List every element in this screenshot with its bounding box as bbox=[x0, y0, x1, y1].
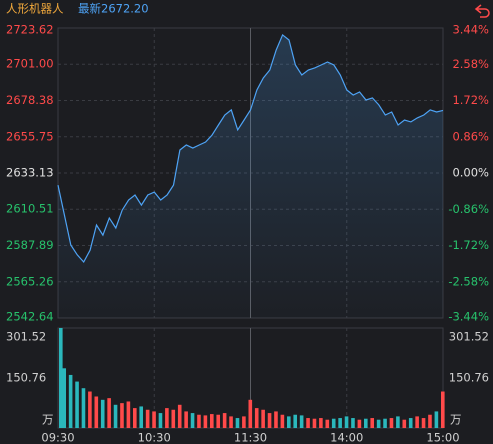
volume-unit: 万 bbox=[450, 413, 462, 427]
volume-bar bbox=[389, 418, 394, 428]
volume-bar bbox=[383, 418, 387, 428]
y2-tick-label: -1.72% bbox=[448, 238, 489, 252]
volume-bar bbox=[75, 381, 79, 428]
latest-price: 最新2672.20 bbox=[78, 2, 149, 16]
volume-bar bbox=[415, 416, 419, 428]
volume-bar bbox=[434, 411, 439, 428]
volume-bar bbox=[312, 418, 317, 428]
chart-title: 人形机器人 bbox=[6, 2, 64, 16]
y2-tick-label: 0.86% bbox=[452, 129, 489, 143]
volume-bar bbox=[158, 413, 163, 428]
volume-bar bbox=[81, 388, 86, 428]
volume-bar bbox=[210, 414, 214, 428]
volume-tick-label: 301.52 bbox=[6, 330, 46, 344]
volume-bar bbox=[100, 399, 105, 428]
y2-tick-label: 2.58% bbox=[452, 57, 489, 71]
volume-bar bbox=[171, 409, 176, 428]
volume-bar bbox=[145, 409, 150, 428]
volume-bar bbox=[344, 416, 349, 428]
volume-bar bbox=[62, 368, 67, 428]
volume-bar bbox=[319, 418, 323, 428]
volume-bar bbox=[364, 418, 368, 428]
volume-tick-label: 301.52 bbox=[449, 330, 489, 344]
volume-bar bbox=[351, 418, 355, 428]
volume-bar bbox=[280, 414, 285, 428]
price-line bbox=[57, 33, 444, 264]
y-tick-label: 2542.64 bbox=[6, 310, 54, 324]
x-tick-label: 14:00 bbox=[330, 431, 363, 444]
volume-bar bbox=[113, 404, 118, 428]
volume-bar bbox=[59, 328, 63, 428]
y2-tick-label: -0.86% bbox=[448, 202, 489, 216]
volume-bar bbox=[229, 416, 233, 428]
volume-bar bbox=[94, 396, 99, 428]
volume-tick-label: 150.76 bbox=[449, 371, 489, 385]
volume-bar bbox=[261, 409, 265, 428]
volume-bar bbox=[120, 403, 124, 428]
volume-bar bbox=[190, 413, 195, 428]
y-tick-label: 2701.00 bbox=[6, 57, 54, 71]
volume-bar bbox=[338, 418, 342, 428]
volume-bar bbox=[133, 408, 137, 428]
volume-bar bbox=[267, 413, 272, 428]
x-tick-label: 15:00 bbox=[426, 431, 459, 444]
volume-bar bbox=[68, 374, 73, 428]
volume-bar bbox=[396, 416, 400, 428]
y2-tick-label: -3.44% bbox=[448, 310, 489, 324]
volume-bar bbox=[139, 406, 144, 428]
volume-bar bbox=[126, 401, 131, 428]
volume-bar bbox=[184, 411, 188, 428]
volume-bar bbox=[152, 411, 156, 428]
volume-bar bbox=[203, 415, 208, 428]
volume-bar bbox=[428, 414, 432, 428]
y-tick-label: 2723.62 bbox=[6, 23, 54, 37]
y2-tick-label: 0.00% bbox=[452, 166, 489, 180]
volume-bar bbox=[299, 415, 304, 428]
x-tick-label: 10:30 bbox=[138, 431, 171, 444]
volume-tick-label: 150.76 bbox=[6, 371, 46, 385]
volume-bar bbox=[402, 419, 407, 428]
y-tick-label: 2678.38 bbox=[6, 93, 54, 107]
volume-bar bbox=[441, 391, 445, 428]
volume-bar bbox=[165, 408, 169, 428]
volume-bar bbox=[88, 391, 92, 428]
volume-bar bbox=[421, 418, 426, 428]
volume-bar bbox=[370, 418, 375, 428]
volume-bar bbox=[242, 416, 246, 428]
volume-bar bbox=[408, 418, 413, 428]
volume-bar bbox=[293, 414, 298, 428]
volume-bar bbox=[254, 408, 259, 428]
volume-bar bbox=[376, 419, 381, 428]
volume-bar bbox=[306, 418, 310, 428]
y-tick-label: 2633.13 bbox=[6, 166, 54, 180]
volume-bar bbox=[248, 399, 253, 428]
volume-bar bbox=[177, 404, 182, 428]
volume-bar bbox=[216, 414, 221, 428]
volume-bar bbox=[287, 416, 291, 428]
y2-tick-label: 3.44% bbox=[452, 23, 489, 37]
y-tick-label: 2565.26 bbox=[6, 274, 54, 288]
volume-bar bbox=[357, 419, 362, 428]
volume-bar bbox=[331, 418, 336, 428]
y2-tick-label: 1.72% bbox=[452, 93, 489, 107]
volume-bar bbox=[222, 413, 227, 428]
area-fill bbox=[58, 34, 443, 319]
volume-bar bbox=[197, 414, 201, 428]
volume-bar bbox=[325, 419, 330, 428]
y-tick-label: 2610.51 bbox=[6, 202, 54, 216]
volume-unit: 万 bbox=[42, 413, 54, 427]
volume-bar bbox=[235, 418, 240, 428]
volume-bar bbox=[274, 411, 278, 428]
x-tick-label: 11:30 bbox=[234, 431, 267, 444]
y-tick-label: 2655.75 bbox=[6, 129, 54, 143]
y-tick-label: 2587.89 bbox=[6, 238, 54, 252]
y2-tick-label: -2.58% bbox=[448, 274, 489, 288]
x-tick-label: 09:30 bbox=[41, 431, 74, 444]
volume-bar bbox=[107, 398, 111, 428]
back-button[interactable] bbox=[474, 4, 490, 18]
